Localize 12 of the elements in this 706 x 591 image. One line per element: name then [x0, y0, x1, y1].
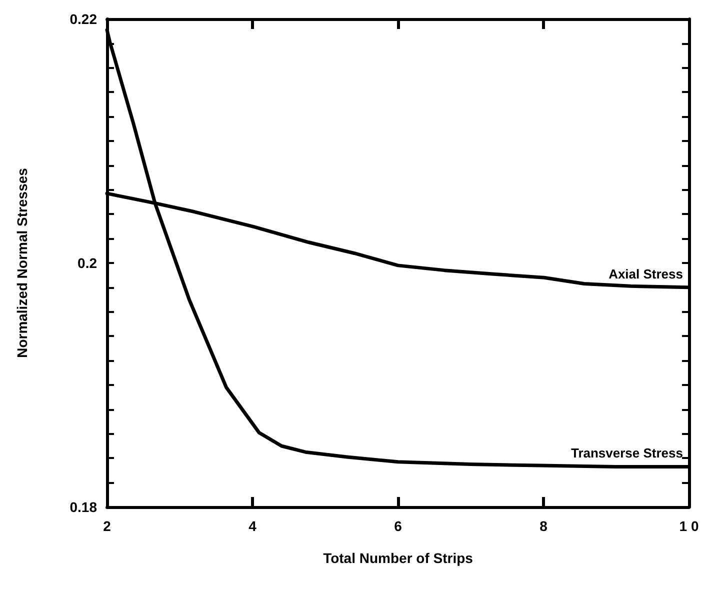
- x-tick-label: 6: [394, 518, 402, 534]
- y-tick-label: 0.18: [70, 499, 98, 515]
- x-tick-label: 8: [540, 518, 548, 534]
- y-tick-label: 0.2: [78, 255, 98, 271]
- x-tick-label: 1 0: [679, 518, 699, 534]
- x-axis-title: Total Number of Strips: [323, 550, 474, 566]
- y-axis-title: Normalized Normal Stresses: [14, 168, 30, 358]
- y-tick-label: 0.22: [70, 11, 98, 27]
- x-tick-label: 2: [103, 518, 112, 534]
- legend-label: Axial Stress: [608, 266, 683, 282]
- x-tick-label: 4: [248, 518, 257, 534]
- legend-label: Transverse Stress: [570, 446, 683, 461]
